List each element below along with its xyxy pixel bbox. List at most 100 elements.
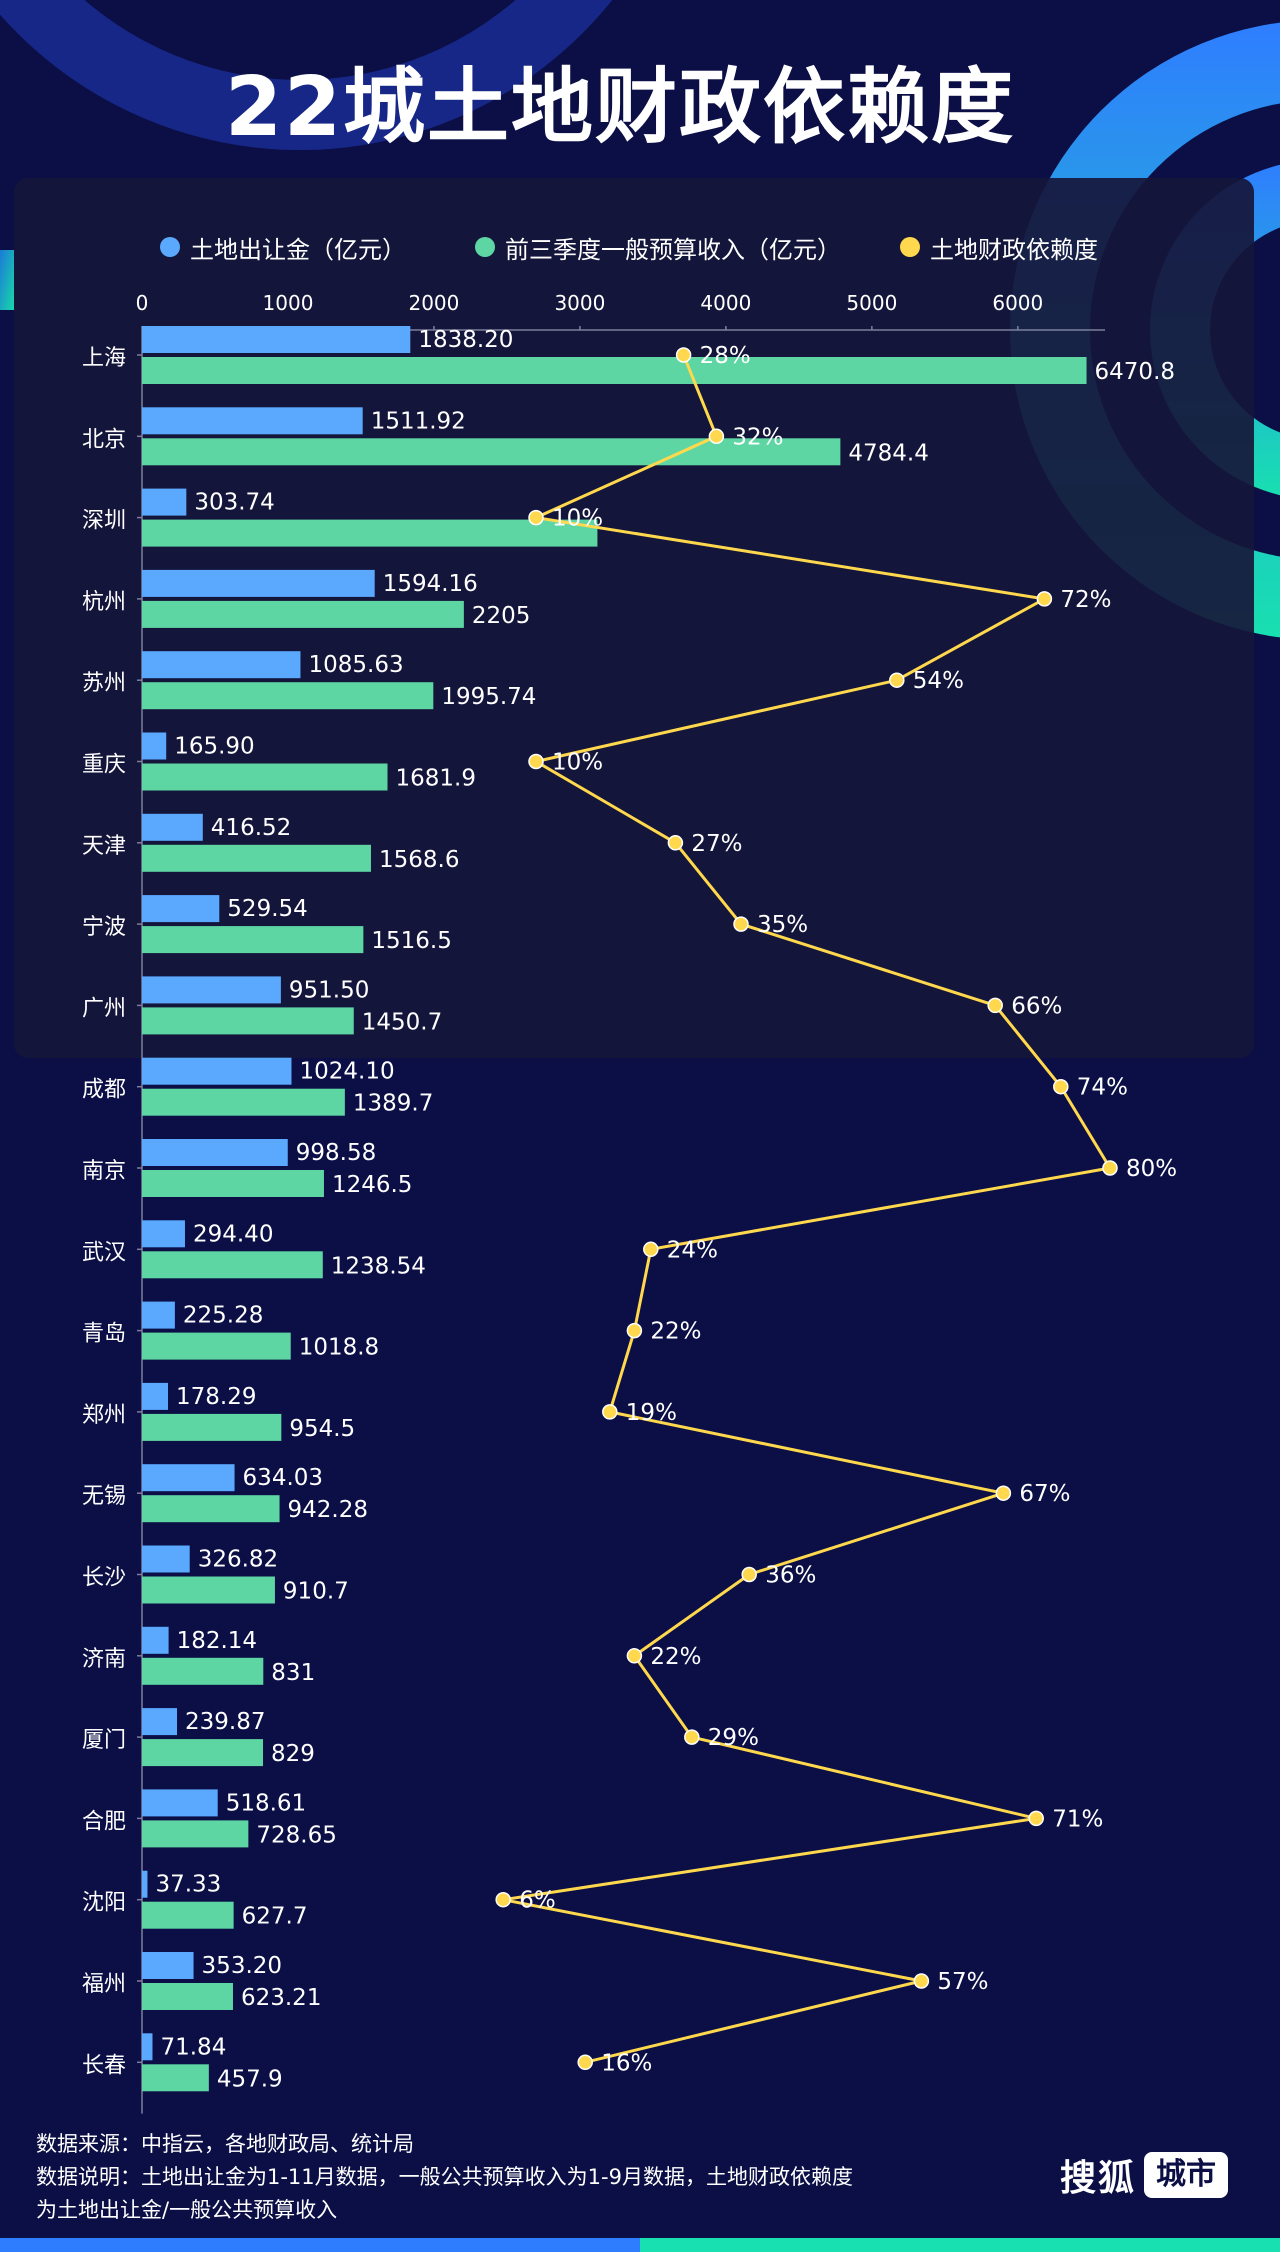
category-label: 青岛	[82, 1322, 126, 1347]
bar-line-chart: 0 1000 2000 3000 4000 5000 6000 上海 1838.20 6470.8…	[82, 291, 1177, 2114]
x-tick-label: 5000	[846, 291, 897, 315]
bar-land-revenue	[142, 2033, 153, 2061]
bar-value-label: 165.90	[174, 734, 254, 760]
bar-budget-revenue	[142, 2064, 209, 2092]
bar-budget-revenue	[142, 1413, 282, 1441]
dependency-point	[995, 1485, 1012, 1501]
bar-value-label: 326.82	[198, 1547, 278, 1573]
bar-value-label: 1568.6	[379, 847, 459, 873]
category-label: 天津	[82, 834, 126, 859]
bar-value-label: 178.29	[176, 1384, 256, 1410]
bar-budget-revenue	[142, 844, 371, 872]
bar-value-label: 353.20	[202, 1953, 282, 1979]
bar-land-revenue	[142, 326, 411, 353]
dependency-value-label: 10%	[552, 506, 603, 532]
bar-value-label: 529.54	[227, 896, 307, 922]
bar-budget-revenue	[142, 1007, 354, 1035]
logo-box-text: 城市	[1144, 2152, 1229, 2198]
bar-value-label: 1389.7	[353, 1091, 433, 1117]
bar-value-label: 416.52	[211, 815, 291, 841]
legend-label: 前三季度一般预算收入（亿元）	[505, 235, 841, 264]
bar-land-revenue	[142, 1789, 218, 1817]
bar-budget-revenue	[142, 1251, 323, 1279]
legend-dot-icon	[475, 237, 495, 257]
category-label: 合肥	[82, 1809, 126, 1834]
bar-value-label: 831	[271, 1660, 315, 1686]
dependency-value-label: 66%	[1011, 993, 1062, 1019]
bar-budget-revenue	[142, 1657, 264, 1685]
bar-value-label: 627.7	[242, 1904, 308, 1930]
dependency-point	[675, 347, 692, 363]
category-label: 上海	[82, 346, 126, 371]
legend-dot-icon	[900, 237, 920, 257]
sohu-city-logo: 搜狐 城市	[1060, 2150, 1229, 2200]
bar-land-revenue	[142, 1708, 178, 1736]
dependency-point	[889, 672, 905, 688]
chart-title: 22城土地财政依赖度	[224, 60, 1016, 155]
dependency-point	[495, 1891, 511, 1908]
bar-land-revenue	[142, 1220, 185, 1248]
category-label: 无锡	[82, 1484, 126, 1509]
dependency-point	[528, 509, 544, 526]
dependency-value-label: 28%	[700, 343, 751, 369]
dependency-value-label: 71%	[1052, 1806, 1103, 1832]
bar-land-revenue	[142, 1382, 169, 1410]
bar-value-label: 182.14	[177, 1628, 257, 1654]
dependency-value-label: 72%	[1060, 587, 1111, 613]
legend-item-budget-revenue[interactable]: 前三季度一般预算收入（亿元）	[475, 230, 841, 264]
bar-land-revenue	[142, 407, 363, 435]
dependency-point	[733, 916, 749, 932]
bar-value-label: 303.74	[194, 490, 274, 516]
bar-value-label: 457.9	[217, 2066, 283, 2092]
legend-item-land-revenue[interactable]: 土地出让金（亿元）	[160, 230, 406, 264]
dependency-value-label: 80%	[1126, 1156, 1177, 1182]
bar-value-label: 954.5	[289, 1416, 355, 1442]
bar-budget-revenue	[142, 1495, 280, 1523]
legend-label: 土地出让金（亿元）	[190, 235, 406, 264]
legend-item-dependency[interactable]: 土地财政依赖度	[900, 230, 1098, 264]
bar-budget-revenue	[142, 519, 598, 547]
dependency-point	[684, 1729, 700, 1745]
bar-land-revenue	[142, 1952, 194, 1979]
bar-budget-revenue	[142, 1901, 234, 1929]
category-label: 郑州	[82, 1403, 126, 1428]
bar-value-label: 1681.9	[396, 766, 476, 792]
bar-land-revenue	[142, 569, 375, 597]
bar-value-label: 1594.16	[383, 571, 478, 597]
bar-land-revenue	[142, 1057, 292, 1085]
dependency-value-label: 22%	[650, 1644, 701, 1670]
footer-note: 数据说明：土地出让金为1-11月数据，一般公共预算收入为1-9月数据，土地财政依…	[36, 2165, 853, 2189]
bar-budget-revenue	[142, 438, 841, 466]
dependency-value-label: 29%	[708, 1725, 759, 1751]
category-label: 厦门	[82, 1728, 126, 1753]
x-tick-label: 2000	[408, 291, 459, 315]
category-label: 长沙	[82, 1566, 126, 1591]
dependency-point	[667, 835, 684, 851]
x-tick-label: 6000	[992, 291, 1043, 315]
dependency-point	[741, 1566, 757, 1583]
category-label: 成都	[82, 1078, 126, 1103]
dependency-value-label: 74%	[1077, 1075, 1128, 1101]
dependency-point	[1028, 1810, 1044, 1827]
category-label: 武汉	[82, 1240, 126, 1265]
x-tick-label: 0	[136, 291, 149, 315]
bar-value-label: 37.33	[155, 1872, 221, 1898]
bar-land-revenue	[142, 1139, 288, 1166]
bar-value-label: 1238.54	[331, 1253, 426, 1279]
bar-value-label: 1995.74	[441, 684, 536, 710]
bar-value-label: 225.28	[183, 1303, 263, 1329]
dependency-point	[528, 753, 544, 770]
dependency-value-label: 19%	[626, 1400, 677, 1426]
bar-value-label: 2205	[472, 603, 531, 629]
footer-source: 数据来源：中指云，各地财政局、统计局	[36, 2132, 414, 2156]
bar-budget-revenue	[142, 763, 388, 791]
x-tick-label: 4000	[700, 291, 751, 315]
bar-value-label: 518.61	[226, 1790, 306, 1816]
dependency-point	[1036, 591, 1053, 607]
bar-value-label: 239.87	[185, 1709, 265, 1735]
bar-value-label: 4784.4	[848, 440, 928, 466]
dependency-point	[626, 1322, 643, 1339]
dependency-value-label: 35%	[757, 912, 808, 938]
category-label: 杭州	[82, 590, 126, 615]
bar-budget-revenue	[142, 357, 1087, 384]
